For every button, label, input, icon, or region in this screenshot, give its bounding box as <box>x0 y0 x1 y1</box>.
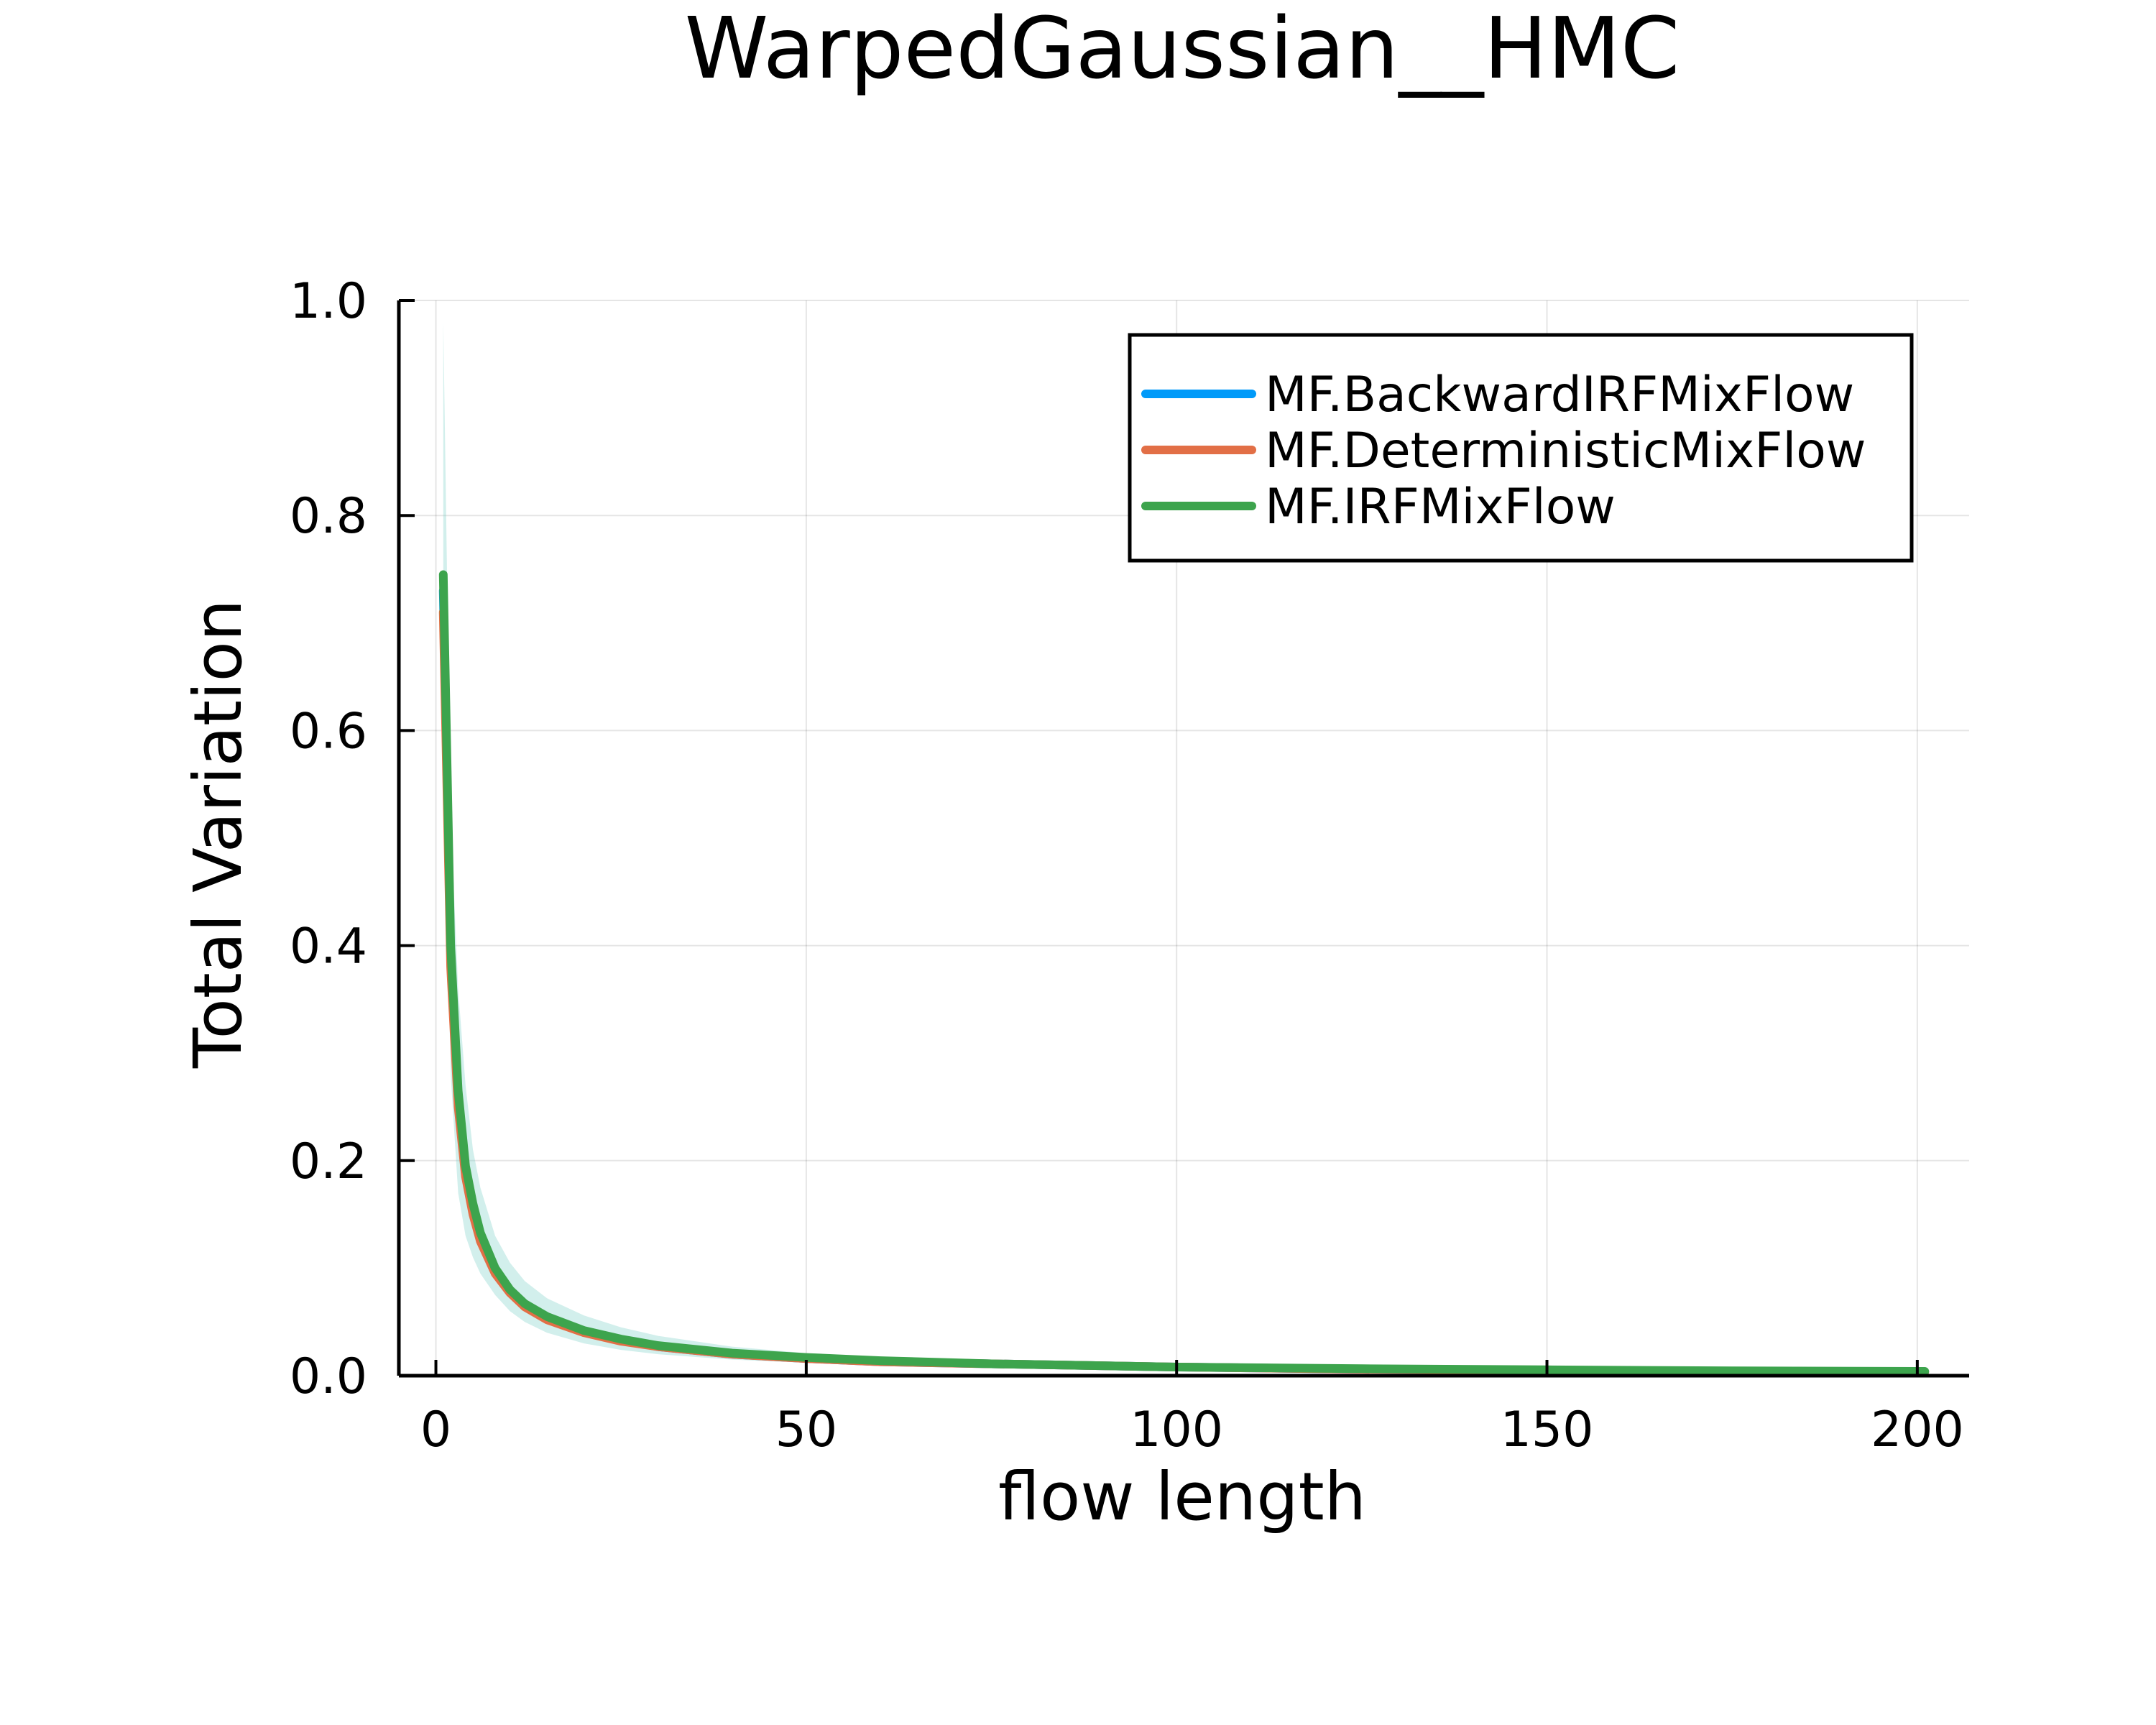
series-lines-layer <box>438 570 1930 1376</box>
x-tick-label: 100 <box>1130 1402 1223 1458</box>
y-tick-label: 0.8 <box>290 488 367 545</box>
x-axis-label: flow length <box>998 1458 1366 1535</box>
legend-box <box>1128 333 1914 563</box>
y-tick-label: 0.2 <box>290 1133 367 1190</box>
axes <box>397 299 1969 1378</box>
x-tick-label: 50 <box>775 1402 838 1458</box>
x-tick-label: 0 <box>420 1402 451 1458</box>
legend: MF.BackwardIRFMixFlowMF.DeterministicMix… <box>1128 333 1914 563</box>
chart-title: WarpedGaussian__HMC <box>685 0 1680 98</box>
legend-label: MF.IRFMixFlow <box>1265 479 1616 535</box>
series-line-3 <box>438 570 1930 1376</box>
legend-label: MF.DeterministicMixFlow <box>1265 423 1866 479</box>
y-tick-labels: 0.0 0.2 0.4 0.6 0.8 1.0 <box>290 273 367 1405</box>
x-tick-label: 200 <box>1871 1402 1964 1458</box>
y-tick-label: 1.0 <box>290 273 367 330</box>
y-tick-label: 0.4 <box>290 919 367 975</box>
x-tick-label: 150 <box>1501 1402 1594 1458</box>
legend-label: MF.BackwardIRFMixFlow <box>1265 367 1854 423</box>
y-tick-label: 0.6 <box>290 703 367 760</box>
y-tick-label: 0.0 <box>290 1348 367 1405</box>
x-tick-labels: 0 50 100 150 200 <box>420 1402 1964 1458</box>
y-axis-label: Total Variation <box>180 599 257 1069</box>
